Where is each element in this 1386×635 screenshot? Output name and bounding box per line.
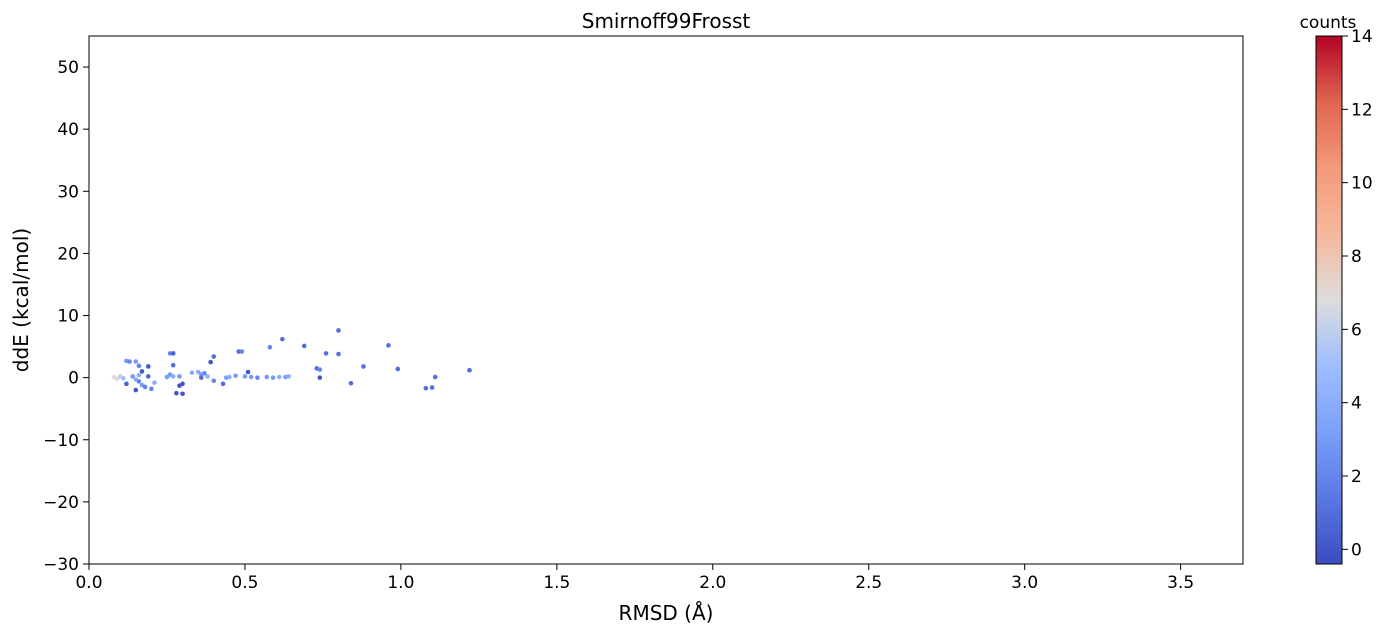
data-point: [423, 385, 429, 391]
data-point: [323, 351, 329, 356]
data-point: [170, 362, 176, 368]
data-point: [114, 376, 120, 382]
colorbar-title: counts: [1300, 13, 1357, 33]
data-point: [198, 375, 204, 380]
data-point: [211, 378, 217, 384]
data-point: [255, 375, 260, 380]
data-point: [233, 373, 238, 379]
data-point: [195, 369, 201, 375]
x-tick-label: 2.5: [855, 573, 882, 593]
data-point: [174, 390, 179, 396]
data-point: [205, 374, 210, 379]
data-point: [133, 359, 139, 364]
data-point: [280, 336, 285, 342]
data-point: [164, 374, 170, 380]
data-point: [136, 363, 142, 369]
data-point: [130, 374, 135, 379]
colorbar-tick-label: 12: [1351, 100, 1373, 120]
y-tick-label: 40: [57, 120, 79, 140]
colorbar-tick-label: 14: [1351, 27, 1373, 47]
data-point: [248, 374, 254, 380]
data-point: [361, 364, 366, 369]
y-tick-label: 50: [57, 58, 79, 78]
x-tick-label: 0.0: [75, 573, 102, 593]
data-point: [202, 370, 207, 376]
data-point: [336, 328, 341, 333]
data-point: [170, 351, 176, 356]
x-tick-label: 3.5: [1167, 573, 1194, 593]
y-tick-label: −20: [43, 493, 79, 513]
data-point: [286, 374, 291, 379]
data-point: [149, 386, 154, 392]
y-tick-label: 30: [57, 182, 79, 202]
data-point: [211, 354, 217, 359]
data-point: [239, 349, 245, 354]
data-point: [336, 351, 341, 357]
x-tick-label: 0.5: [231, 573, 258, 593]
data-point: [317, 367, 323, 372]
data-point: [189, 370, 195, 375]
plot-area: [89, 36, 1243, 564]
x-axis-label: RMSD (Å): [619, 601, 714, 625]
x-tick-label: 2.0: [699, 573, 726, 593]
data-point: [242, 374, 248, 379]
data-point: [301, 343, 307, 349]
x-tick-label: 1.5: [543, 573, 570, 593]
y-tick-label: 10: [57, 307, 79, 327]
colorbar-tick-label: 10: [1351, 174, 1373, 194]
data-point: [386, 343, 391, 348]
data-point: [124, 381, 129, 387]
colorbar-tick-label: 0: [1351, 540, 1362, 560]
data-point: [177, 374, 182, 379]
colorbar-tick-label: 6: [1351, 320, 1362, 340]
data-point: [429, 385, 435, 390]
colorbar-ticks: 0 2 4 6 8 10 12 14: [1342, 27, 1373, 560]
data-point: [467, 367, 472, 373]
data-point: [245, 369, 251, 375]
data-point: [170, 374, 176, 379]
data-point: [276, 374, 282, 380]
colorbar: [1315, 35, 1343, 565]
y-tick-label: −30: [43, 555, 79, 575]
data-point: [208, 359, 213, 365]
data-point: [270, 375, 276, 380]
y-axis-ticks: −30 −20 −10 0 10 20 30 40 50: [43, 58, 89, 575]
data-point: [220, 381, 226, 387]
chart-title: Smirnoff99Frosst: [582, 9, 751, 33]
data-point: [121, 375, 126, 381]
data-point: [142, 384, 148, 390]
data-point: [145, 374, 151, 379]
x-tick-label: 1.0: [387, 573, 414, 593]
data-point: [180, 381, 185, 387]
data-point: [127, 359, 132, 364]
colorbar-tick-label: 8: [1351, 247, 1362, 267]
x-tick-label: 3.0: [1011, 573, 1038, 593]
plot-frame: [88, 35, 1244, 565]
data-point: [395, 366, 401, 372]
data-point: [227, 374, 232, 380]
data-point: [152, 380, 157, 385]
data-point: [136, 372, 142, 378]
data-point: [145, 364, 151, 369]
y-axis-label: ddE (kcal/mol): [9, 228, 33, 372]
data-points: [111, 328, 472, 397]
data-point: [267, 344, 273, 350]
data-point: [136, 379, 142, 384]
colorbar-tick-label: 4: [1351, 394, 1362, 414]
y-tick-label: 20: [57, 244, 79, 264]
x-axis-ticks: 0.0 0.5 1.0 1.5 2.0 2.5 3.0 3.5: [75, 564, 1194, 593]
data-point: [317, 375, 323, 380]
data-point: [432, 374, 438, 380]
data-point: [139, 369, 145, 374]
data-point: [133, 387, 139, 393]
colorbar-tick-label: 2: [1351, 467, 1362, 487]
data-point: [264, 374, 270, 380]
data-point: [180, 391, 185, 397]
y-tick-label: −10: [43, 431, 79, 451]
y-tick-label: 0: [68, 369, 79, 389]
data-point: [348, 380, 354, 386]
